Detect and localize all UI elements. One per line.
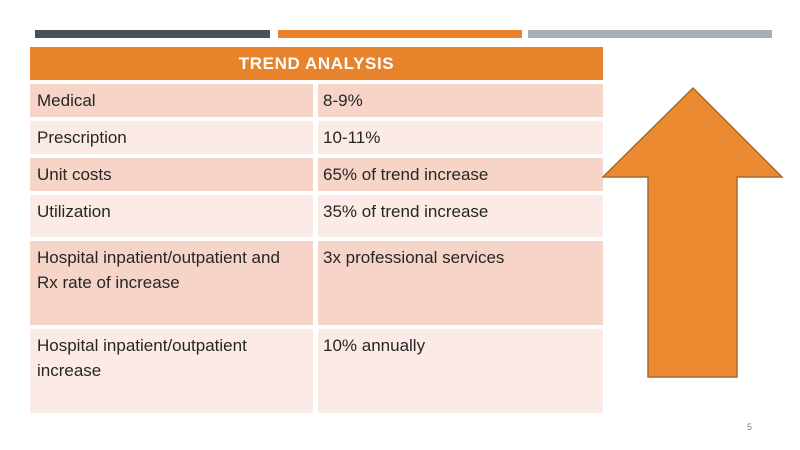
row-label-cell: Medical	[30, 84, 313, 117]
row-value-cell: 3x professional services	[318, 241, 603, 325]
up-arrow-icon	[601, 86, 784, 378]
trend-analysis-table: TREND ANALYSIS Medical 8-9% Prescription…	[30, 47, 603, 413]
row-value-cell: 10% annually	[318, 329, 603, 413]
slide-page-number: 5	[747, 422, 753, 432]
accent-bar-gray	[528, 30, 772, 38]
row-value-cell: 10-11%	[318, 121, 603, 154]
table-row: Utilization 35% of trend increase	[30, 195, 603, 237]
table-row: Hospital inpatient/outpatient and Rx rat…	[30, 241, 603, 325]
row-label-cell: Unit costs	[30, 158, 313, 191]
accent-bar-orange	[278, 30, 522, 38]
accent-bar-dark	[35, 30, 270, 38]
table-row: Prescription 10-11%	[30, 121, 603, 154]
table-row: Medical 8-9%	[30, 84, 603, 117]
row-label-cell: Utilization	[30, 195, 313, 237]
row-value-cell: 35% of trend increase	[318, 195, 603, 237]
table-row: Unit costs 65% of trend increase	[30, 158, 603, 191]
row-label-cell: Hospital inpatient/outpatient increase	[30, 329, 313, 413]
row-label-cell: Hospital inpatient/outpatient and Rx rat…	[30, 241, 313, 325]
table-title: TREND ANALYSIS	[30, 47, 603, 80]
table-row: Hospital inpatient/outpatient increase 1…	[30, 329, 603, 413]
up-arrow-shape	[601, 85, 784, 380]
row-label-cell: Prescription	[30, 121, 313, 154]
row-value-cell: 65% of trend increase	[318, 158, 603, 191]
row-value-cell: 8-9%	[318, 84, 603, 117]
